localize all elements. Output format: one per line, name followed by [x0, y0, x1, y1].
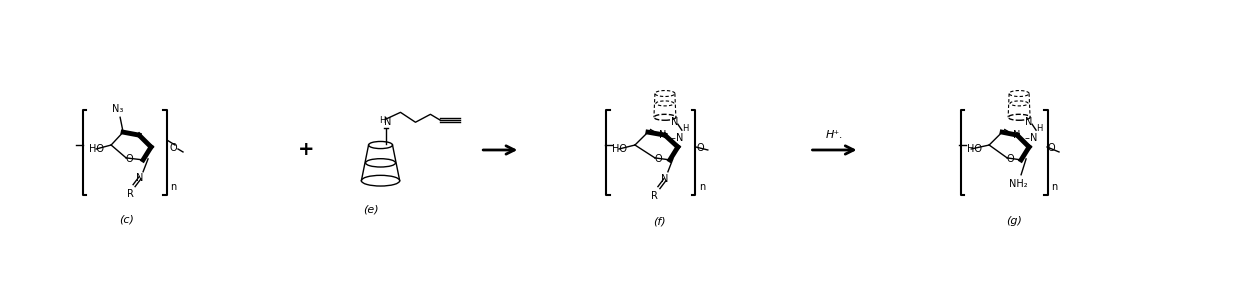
Text: R: R: [651, 191, 658, 201]
Text: O: O: [655, 154, 662, 164]
Text: HO: HO: [89, 144, 104, 154]
Text: N: N: [1025, 117, 1033, 127]
Text: +: +: [298, 140, 314, 160]
Text: H: H: [379, 116, 386, 125]
Text: n: n: [170, 182, 176, 191]
Text: N: N: [676, 133, 683, 143]
Text: N: N: [136, 173, 144, 183]
Text: (f): (f): [653, 216, 666, 226]
Text: N: N: [384, 117, 391, 127]
Text: N₃: N₃: [113, 104, 124, 114]
Text: n: n: [699, 182, 706, 191]
Text: N: N: [1030, 133, 1038, 143]
Text: N: N: [660, 130, 667, 140]
Text: (g): (g): [1006, 216, 1022, 226]
Text: (c): (c): [119, 214, 134, 224]
Text: O: O: [169, 143, 177, 153]
Text: (e): (e): [363, 204, 378, 214]
Text: N: N: [1013, 130, 1021, 140]
Text: H⁺.: H⁺.: [826, 130, 843, 140]
Text: HO: HO: [613, 144, 627, 154]
Text: N: N: [671, 117, 678, 127]
Text: H: H: [1035, 124, 1043, 133]
Text: O: O: [125, 154, 133, 164]
Text: NH₂: NH₂: [1009, 179, 1028, 189]
Text: –: –: [671, 133, 676, 143]
Text: –: –: [1024, 133, 1029, 143]
Text: N: N: [661, 174, 668, 184]
Text: n: n: [1052, 182, 1058, 191]
Text: O: O: [696, 143, 703, 153]
Text: R: R: [126, 189, 134, 199]
Text: O: O: [1048, 143, 1055, 153]
Text: O: O: [1007, 154, 1014, 164]
Text: H: H: [682, 124, 688, 133]
Text: HO: HO: [967, 144, 982, 154]
